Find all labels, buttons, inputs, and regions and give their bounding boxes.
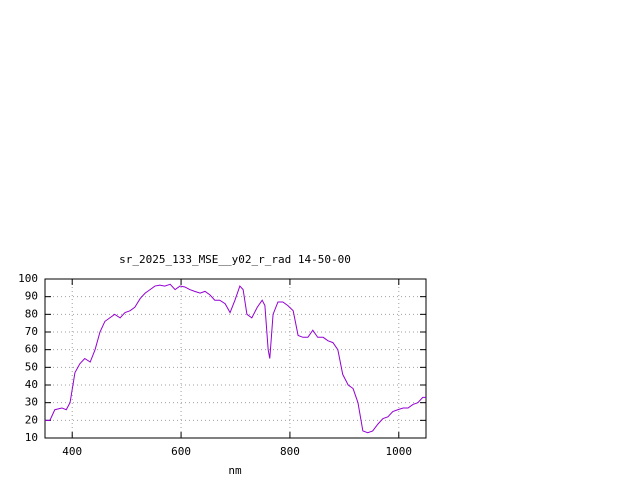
x-tick-label: 800 [280,445,300,458]
y-tick-label: 70 [25,325,38,338]
chart-title: sr_2025_133_MSE__y02_r_rad 14-50-00 [119,253,351,266]
plot-border [44,278,427,439]
data-line [45,283,426,434]
x-tick-label: 1000 [386,445,413,458]
y-tick-label: 80 [25,307,38,320]
y-tick-label: 40 [25,378,38,391]
y-tick-label: 60 [25,343,38,356]
x-axis-label: nm [228,464,242,477]
y-tick-label: 100 [18,272,38,285]
y-tick-label: 30 [25,396,38,409]
x-tick-label: 400 [62,445,82,458]
x-tick-label: 600 [171,445,191,458]
y-tick-label: 50 [25,360,38,373]
y-tick-label: 10 [25,431,38,444]
y-tick-label: 20 [25,413,38,426]
y-tick-label: 90 [25,290,38,303]
